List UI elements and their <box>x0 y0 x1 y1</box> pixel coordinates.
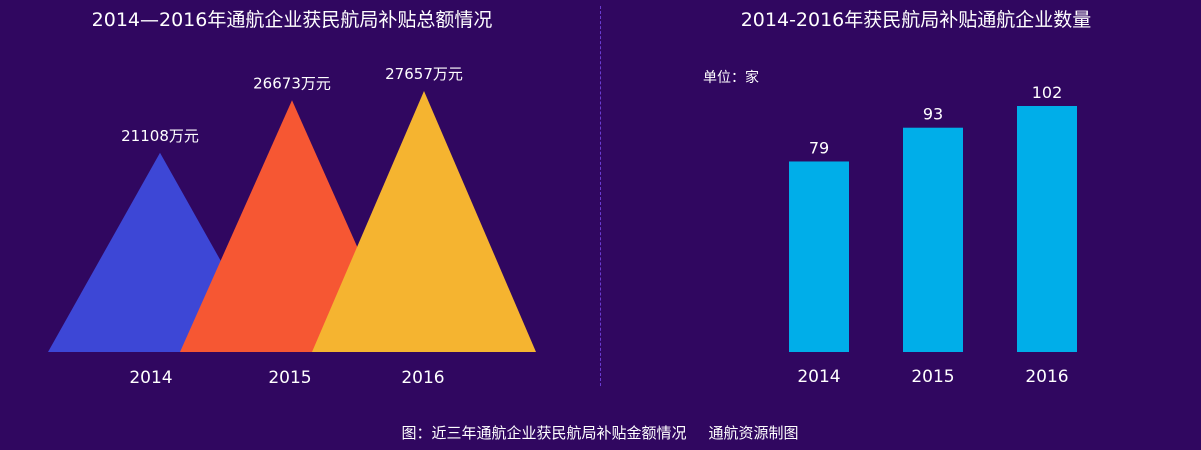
left-chart-title: 2014—2016年通航企业获民航局补贴总额情况 <box>91 9 493 31</box>
unit-label: 单位：家 <box>703 70 759 86</box>
value-label-2014: 21108万元 <box>121 127 199 145</box>
right-chart-title: 2014-2016年获民航局补贴通航企业数量 <box>740 9 1092 31</box>
bar-2014 <box>789 161 849 352</box>
bar-x-tick-label-2016: 2016 <box>1025 367 1068 387</box>
subsidy-triangle-chart: 21108万元 26673万元 27657万元 2014 2015 2016 <box>48 65 536 388</box>
x-tick-label-2015: 2015 <box>268 368 311 388</box>
bar-2016 <box>1017 106 1077 352</box>
bar-value-label-2015: 93 <box>923 105 943 124</box>
bar-value-label-2014: 79 <box>809 138 829 157</box>
bar-x-tick-label-2015: 2015 <box>911 367 954 387</box>
bar-2015 <box>903 127 963 353</box>
x-tick-label-2016: 2016 <box>401 368 444 388</box>
panel-divider <box>600 6 601 386</box>
bar-value-label-2016: 102 <box>1032 83 1063 102</box>
triangle-2016 <box>312 91 536 352</box>
bar-x-tick-label-2014: 2014 <box>797 367 840 387</box>
x-tick-label-2014: 2014 <box>129 368 172 388</box>
figure-caption: 图：近三年通航企业获民航局补贴金额情况 通航资源制图 <box>401 422 798 443</box>
value-label-2016: 27657万元 <box>385 65 463 83</box>
caption-source: 通航资源制图 <box>708 424 799 442</box>
caption-text: 图：近三年通航企业获民航局补贴金额情况 <box>401 424 687 442</box>
company-count-bar-chart: 79 2014 93 2015 102 2016 <box>789 83 1077 387</box>
value-label-2015: 26673万元 <box>253 74 331 92</box>
